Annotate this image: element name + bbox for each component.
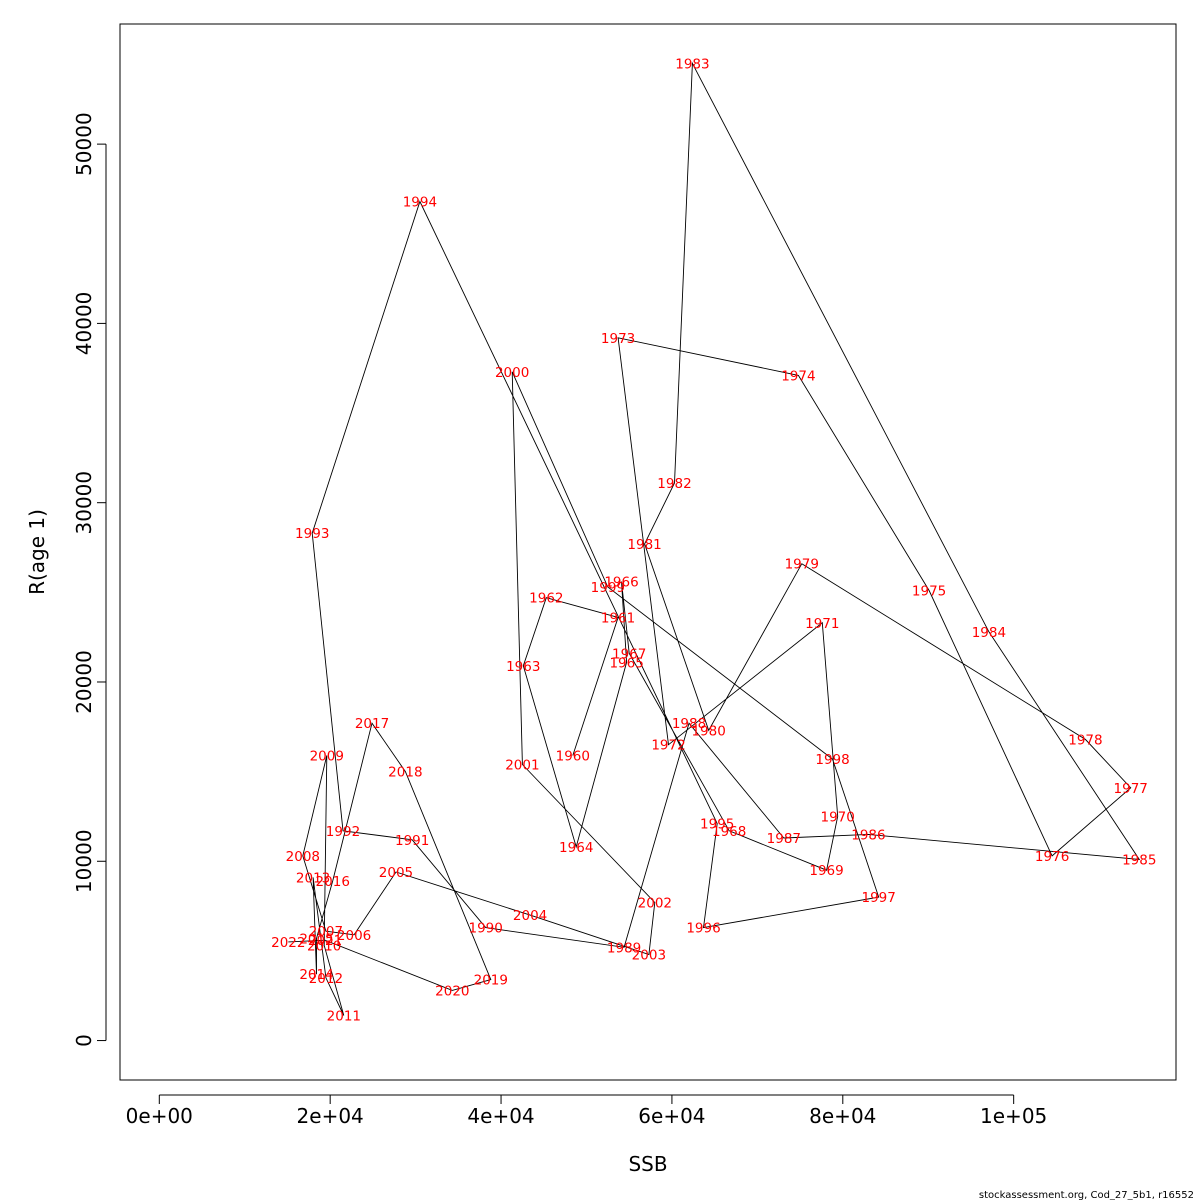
point-label-2021: 2021 xyxy=(308,933,342,949)
point-label-1988: 1988 xyxy=(672,716,706,732)
point-label-1987: 1987 xyxy=(767,831,801,847)
x-tick-label: 6e+04 xyxy=(638,1104,705,1128)
point-label-2013: 2013 xyxy=(296,870,330,886)
point-labels: 1960 1961 1962 1963 1964 1965 1966 1967 1968 1969… xyxy=(271,56,1156,1024)
trajectory-line xyxy=(288,61,1141,1016)
point-label-1972: 1972 xyxy=(651,738,685,754)
point-label-1970: 1970 xyxy=(820,809,854,825)
point-label-1960: 1960 xyxy=(556,748,590,764)
point-label-2015: 2015 xyxy=(299,931,333,947)
plot-box xyxy=(119,23,1177,1081)
point-label-1963: 1963 xyxy=(506,659,540,675)
point-label-1977: 1977 xyxy=(1114,781,1148,797)
point-label-1989: 1989 xyxy=(607,940,641,956)
point-label-2017: 2017 xyxy=(355,716,389,732)
point-label-1991: 1991 xyxy=(395,833,429,849)
y-tick-label: 10000 xyxy=(72,829,96,893)
point-label-2014: 2014 xyxy=(299,967,333,983)
point-label-2018: 2018 xyxy=(388,765,422,781)
series-line xyxy=(288,61,1141,1016)
y-tick-label: 0 xyxy=(72,1034,96,1047)
y-tick-label: 50000 xyxy=(72,112,96,176)
y-tick-label: 30000 xyxy=(72,471,96,535)
x-axis: 0e+00 2e+04 4e+04 6e+04 8e+04 1e+05 xyxy=(126,1094,1047,1128)
point-label-2001: 2001 xyxy=(505,757,539,773)
point-label-2007: 2007 xyxy=(309,924,343,940)
point-label-1983: 1983 xyxy=(675,56,709,72)
point-label-1982: 1982 xyxy=(657,476,691,492)
point-label-2012: 2012 xyxy=(309,971,343,987)
point-label-1965: 1965 xyxy=(609,655,643,671)
point-label-2010: 2010 xyxy=(307,939,341,955)
point-label-1993: 1993 xyxy=(295,526,329,542)
y-tick-label: 20000 xyxy=(72,650,96,714)
point-label-1966: 1966 xyxy=(604,575,638,591)
point-label-1971: 1971 xyxy=(805,616,839,632)
point-label-2004: 2004 xyxy=(513,908,547,924)
point-label-1961: 1961 xyxy=(601,610,635,626)
point-label-1999: 1999 xyxy=(591,580,625,596)
point-label-1992: 1992 xyxy=(326,824,360,840)
point-label-1981: 1981 xyxy=(627,537,661,553)
x-tick-label: 4e+04 xyxy=(467,1104,534,1128)
point-label-1997: 1997 xyxy=(861,890,895,906)
point-label-1998: 1998 xyxy=(815,752,849,768)
point-label-1967: 1967 xyxy=(612,646,646,662)
point-label-2003: 2003 xyxy=(632,947,666,963)
point-label-1973: 1973 xyxy=(601,331,635,347)
point-label-1994: 1994 xyxy=(403,194,437,210)
point-label-1990: 1990 xyxy=(468,921,502,937)
point-label-2002: 2002 xyxy=(638,896,672,912)
point-label-1964: 1964 xyxy=(559,840,593,856)
footer-credit: stockassessment.org, Cod_27_5b1, r16552 xyxy=(979,1190,1194,1200)
point-label-1969: 1969 xyxy=(809,863,843,879)
point-label-1962: 1962 xyxy=(529,591,563,607)
point-label-1979: 1979 xyxy=(785,557,819,573)
point-label-1980: 1980 xyxy=(691,723,725,739)
x-tick-label: 8e+04 xyxy=(809,1104,876,1128)
x-tick-label: 2e+04 xyxy=(297,1104,364,1128)
y-axis: 0 10000 20000 30000 40000 50000 xyxy=(72,112,107,1047)
x-axis-label: SSB xyxy=(628,1152,667,1176)
point-label-2008: 2008 xyxy=(286,849,320,865)
y-tick-label: 40000 xyxy=(72,292,96,356)
x-tick-label: 0e+00 xyxy=(126,1104,193,1128)
y-axis-label: R(age 1) xyxy=(25,509,49,595)
point-label-2000: 2000 xyxy=(495,365,529,381)
point-label-2016: 2016 xyxy=(316,874,350,890)
point-label-1978: 1978 xyxy=(1068,732,1102,748)
point-label-2022: 2022 xyxy=(271,935,305,951)
point-label-1986: 1986 xyxy=(851,827,885,843)
point-label-1984: 1984 xyxy=(972,625,1006,641)
point-label-1996: 1996 xyxy=(686,921,720,937)
point-label-2005: 2005 xyxy=(379,865,413,881)
x-tick-label: 1e+05 xyxy=(980,1104,1047,1128)
point-label-2019: 2019 xyxy=(474,973,508,989)
point-label-2006: 2006 xyxy=(337,928,371,944)
point-label-1975: 1975 xyxy=(912,584,946,600)
point-label-2020: 2020 xyxy=(435,983,469,999)
point-label-2009: 2009 xyxy=(310,748,344,764)
point-label-1976: 1976 xyxy=(1035,849,1069,865)
point-label-2011: 2011 xyxy=(327,1008,361,1024)
point-label-1995: 1995 xyxy=(700,817,734,833)
point-label-1974: 1974 xyxy=(781,368,815,384)
point-label-1968: 1968 xyxy=(712,824,746,840)
point-label-1985: 1985 xyxy=(1122,852,1156,868)
